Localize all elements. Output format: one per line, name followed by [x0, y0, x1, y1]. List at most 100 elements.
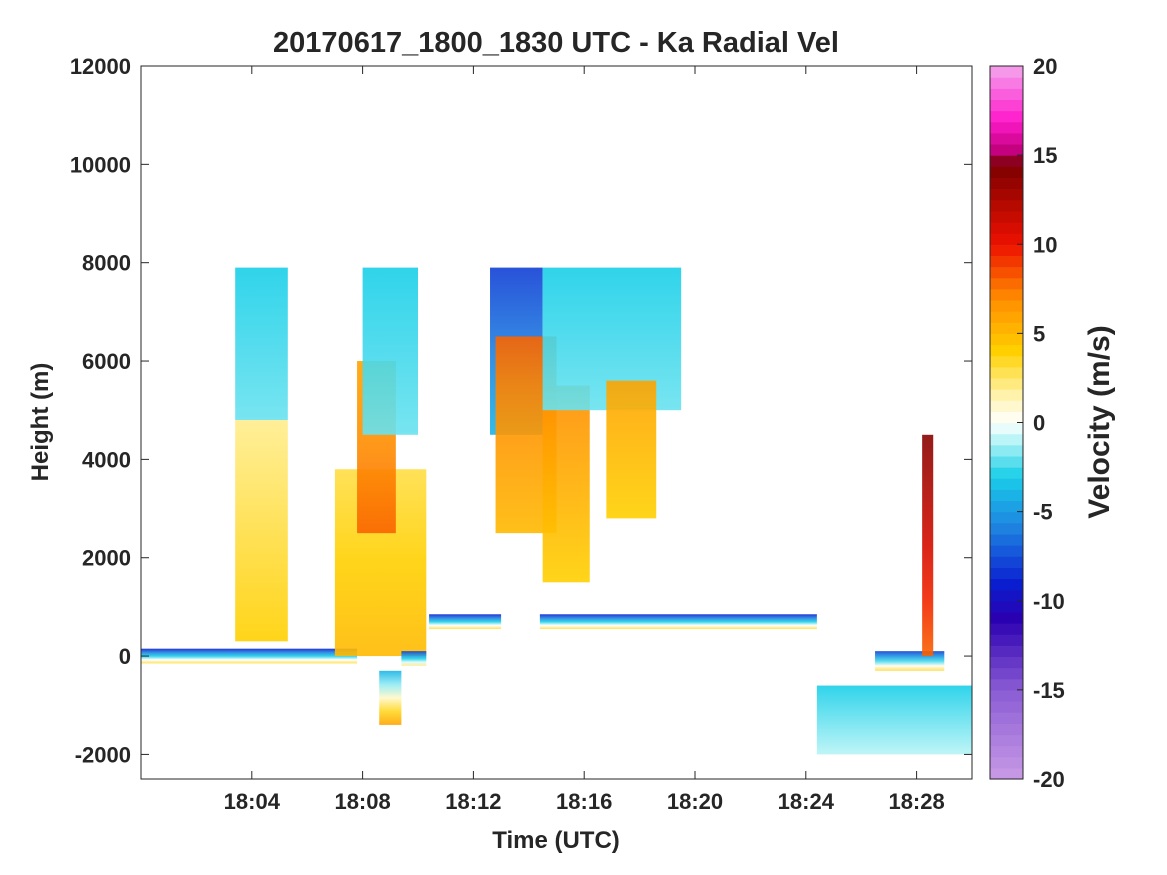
- velocity-region: [379, 670, 402, 725]
- colorbar-tick-label: -20: [1033, 767, 1065, 792]
- colorbar-cell: [990, 233, 1023, 245]
- colorbar-cell: [990, 322, 1023, 334]
- colorbar-tick-label: 10: [1033, 232, 1057, 257]
- y-tick-label: 2000: [82, 546, 131, 571]
- y-axis-label: Height (m): [27, 363, 54, 482]
- velocity-field: [141, 267, 972, 755]
- colorbar-cell: [990, 500, 1023, 513]
- x-axis-label: Time (UTC): [492, 827, 620, 854]
- colorbar-cell: [990, 99, 1023, 112]
- colorbar-cell: [990, 299, 1023, 312]
- velocity-region: [922, 434, 934, 657]
- colorbar-cell: [990, 366, 1023, 379]
- x-tick-label: 18:04: [224, 789, 281, 814]
- colorbar-tick-label: -15: [1033, 678, 1065, 703]
- colorbar-cell: [990, 623, 1023, 635]
- colorbar-cell: [990, 132, 1023, 145]
- colorbar-cell: [990, 745, 1023, 758]
- colorbar-cell: [990, 511, 1023, 524]
- colorbar-cell: [990, 400, 1023, 412]
- colorbar-tick-label: 0: [1033, 411, 1045, 436]
- colorbar-cell: [990, 143, 1023, 156]
- colorbar-label: Velocity (m/s): [1083, 325, 1116, 518]
- colorbar-cell: [990, 712, 1023, 724]
- y-tick-label: 6000: [82, 349, 131, 374]
- colorbar-cell: [990, 433, 1023, 446]
- colorbar-ticks: 20 15 10 5 0 -5 -10 -15 -20: [1017, 54, 1065, 792]
- x-tick-label: 18:08: [334, 789, 390, 814]
- colorbar-cell: [990, 634, 1023, 646]
- velocity-region: [235, 267, 288, 421]
- y-tick-label: 4000: [82, 447, 131, 472]
- velocity-region: [401, 651, 427, 666]
- colorbar-cell: [990, 199, 1023, 212]
- colorbar-scale: [990, 66, 1023, 780]
- colorbar-cell: [990, 288, 1023, 301]
- colorbar-cell: [990, 522, 1023, 535]
- colorbar-cell: [990, 689, 1023, 702]
- colorbar-cell: [990, 556, 1023, 568]
- y-axis: -2000 0 2000 4000 6000 8000 10000 12000: [70, 54, 972, 767]
- plot-frame: [140, 65, 973, 780]
- colorbar-cell: [990, 756, 1023, 769]
- colorbar-cell: [990, 177, 1023, 190]
- velocity-region: [235, 420, 288, 642]
- colorbar-tick-label: 20: [1033, 54, 1057, 79]
- colorbar-cell: [990, 567, 1023, 580]
- x-tick-label: 18:20: [667, 789, 723, 814]
- velocity-region: [606, 380, 657, 519]
- colorbar-cell: [990, 166, 1023, 179]
- colorbar-cell: [990, 77, 1023, 89]
- colorbar-cell: [990, 545, 1023, 557]
- colorbar-cell: [990, 210, 1023, 223]
- colorbar-cell: [990, 411, 1023, 424]
- y-tick-label: 10000: [70, 152, 131, 177]
- colorbar-cell: [990, 221, 1023, 234]
- velocity-region: [539, 614, 817, 630]
- y-tick-label: 8000: [82, 251, 131, 276]
- colorbar-cell: [990, 389, 1023, 401]
- colorbar-cell: [990, 667, 1023, 680]
- colorbar-cell: [990, 701, 1023, 713]
- colorbar-cell: [990, 188, 1023, 201]
- colorbar-cell: [990, 333, 1023, 346]
- velocity-region: [542, 385, 590, 583]
- colorbar-cell: [990, 600, 1023, 613]
- colorbar-cell: [990, 355, 1023, 368]
- colorbar-cell: [990, 277, 1023, 290]
- x-tick-label: 18:12: [445, 789, 501, 814]
- chart-title: 20170617_1800_1830 UTC - Ka Radial Vel: [273, 27, 839, 59]
- colorbar-cell: [990, 734, 1023, 747]
- colorbar-tick-label: 15: [1033, 143, 1057, 168]
- colorbar-cell: [990, 266, 1023, 279]
- x-tick-label: 18:28: [888, 789, 944, 814]
- colorbar-cell: [990, 422, 1023, 435]
- y-tick-label: 0: [119, 644, 131, 669]
- colorbar-cell: [990, 88, 1023, 101]
- velocity-region: [362, 267, 418, 435]
- colorbar-cell: [990, 66, 1023, 78]
- colorbar-tick-label: -5: [1033, 500, 1053, 525]
- x-tick-label: 18:24: [778, 789, 835, 814]
- colorbar-cell: [990, 244, 1023, 256]
- colorbar-cell: [990, 656, 1023, 669]
- plot-area: 18:04 18:08 18:12 18:16 18:20 18:24 18:28 -200…: [70, 54, 973, 814]
- x-tick-label: 18:16: [556, 789, 612, 814]
- colorbar: 20 15 10 5 0 -5 -10 -15 -20 Velocity (m/s): [989, 54, 1116, 792]
- colorbar-cell: [990, 611, 1023, 624]
- colorbar-cell: [990, 467, 1023, 479]
- velocity-region: [875, 651, 945, 671]
- velocity-region: [141, 648, 358, 664]
- colorbar-cell: [990, 489, 1023, 502]
- y-tick-label: -2000: [75, 742, 131, 767]
- colorbar-cell: [990, 344, 1023, 357]
- colorbar-cell: [990, 678, 1023, 691]
- velocity-region: [816, 685, 972, 755]
- colorbar-cell: [990, 155, 1023, 167]
- y-tick-label: 12000: [70, 54, 131, 79]
- colorbar-cell: [990, 589, 1023, 602]
- colorbar-cell: [990, 110, 1023, 123]
- colorbar-cell: [990, 723, 1023, 736]
- colorbar-cell: [990, 255, 1023, 268]
- colorbar-cell: [990, 478, 1023, 490]
